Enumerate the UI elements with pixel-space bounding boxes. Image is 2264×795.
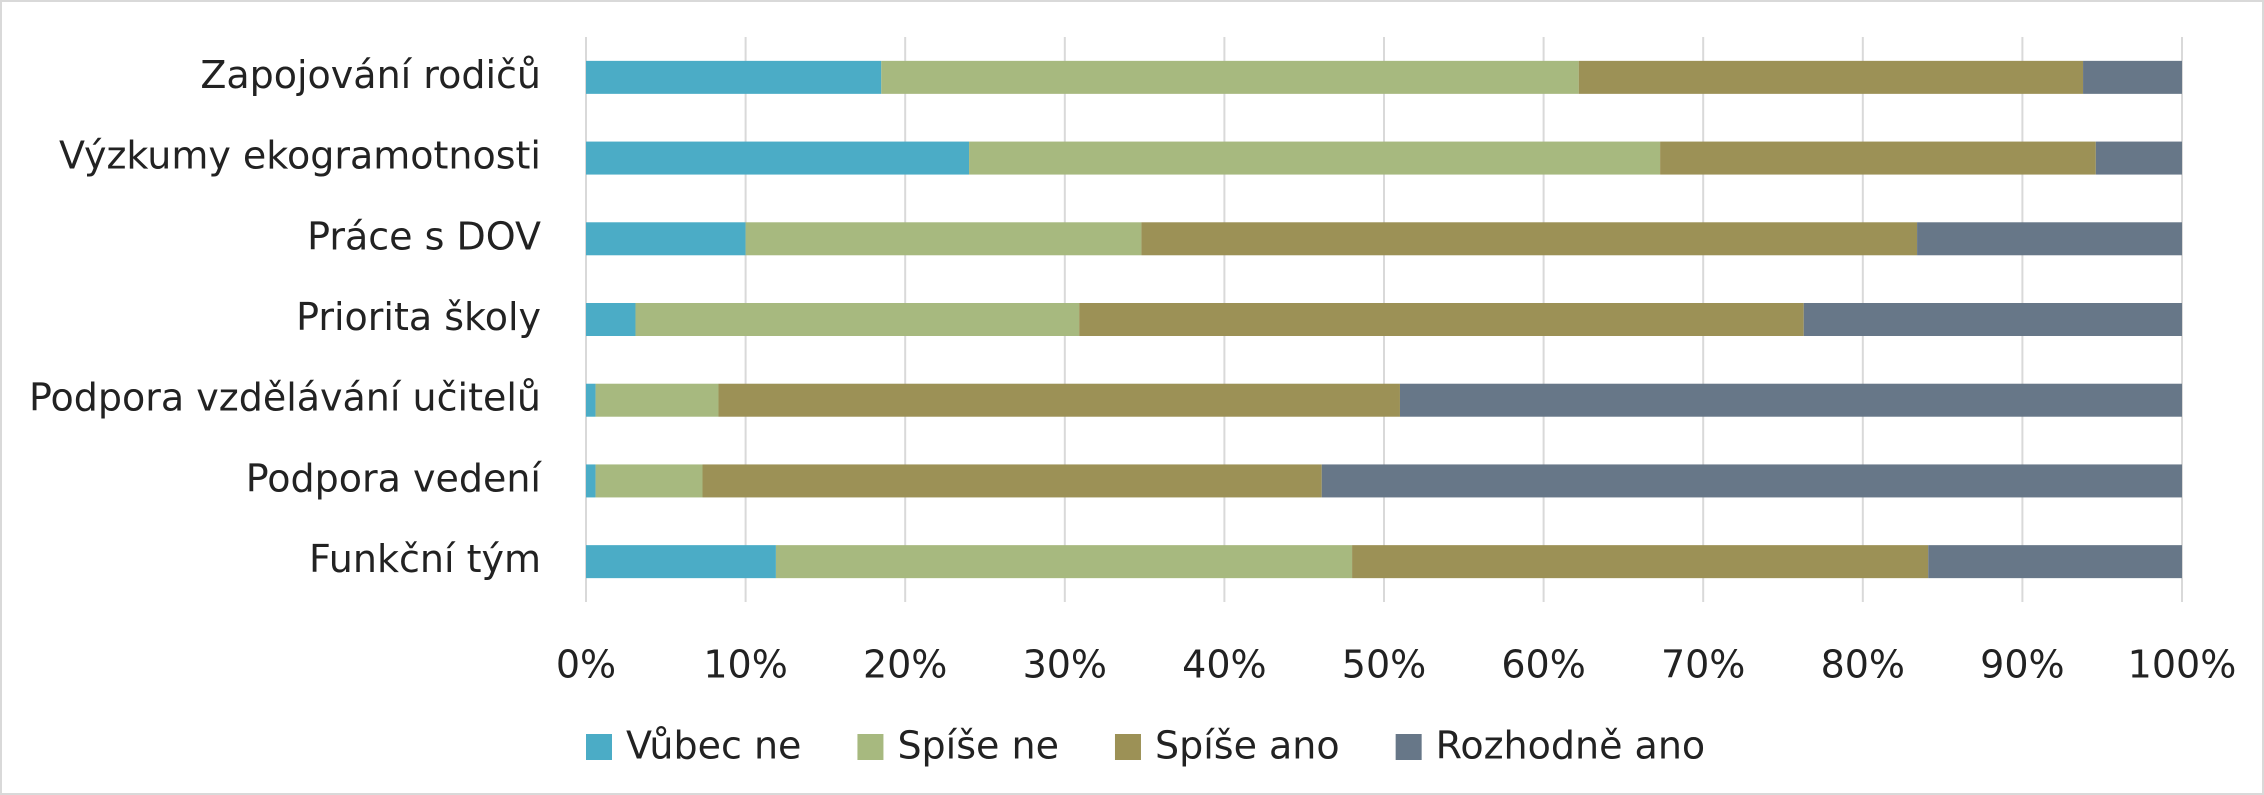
bar-segment [881,60,1579,94]
bar-segment [586,383,596,417]
legend-label: Vůbec ne [626,724,801,768]
bar-segment [595,383,719,417]
bar-segment [586,141,970,175]
bar-segment [595,464,703,498]
bar-segment [586,60,882,94]
x-tick-label: 80% [1821,643,1905,687]
bar-segment [1399,383,2182,417]
x-tick-label: 100% [2128,643,2237,687]
x-tick-label: 70% [1661,643,1745,687]
bar-segment [718,383,1400,417]
y-tick-label: Podpora vedení [246,456,543,500]
bar-segment [1079,303,1804,336]
bar-segment [1578,60,2084,94]
x-tick-label: 90% [1980,643,2064,687]
legend-swatch [586,734,612,760]
y-tick-label: Výzkumy ekogramotnosti [59,134,541,178]
bar-segment [586,464,596,498]
bar-segment [2083,60,2182,94]
legend-swatch [857,734,884,760]
bar-segment [1321,464,2182,498]
bar-segment [1352,545,1929,579]
bar-segment [1803,303,2182,336]
bar-segment [1141,222,1918,256]
legend-label: Rozhodně ano [1436,724,1706,768]
x-tick-label: 20% [863,643,947,687]
x-tick-label: 60% [1501,643,1585,687]
y-tick-label: Priorita školy [296,295,541,339]
x-tick-label: 50% [1342,643,1426,687]
bar-segment [1928,545,2182,579]
legend-swatch [1114,734,1141,760]
y-tick-label: Funkční tým [309,537,541,581]
bar-segment [635,303,1080,336]
bar-segment [775,545,1353,579]
y-tick-label: Zapojování rodičů [200,53,541,97]
x-tick-label: 0% [556,643,616,687]
bar-segment [1660,141,2096,175]
legend-label: Spíše ne [897,724,1059,768]
bar-segment [586,303,636,336]
legend-label: Spíše ano [1155,724,1340,768]
bar-segment [702,464,1322,498]
x-tick-label: 40% [1182,643,1266,687]
bar-segment [2095,141,2182,175]
bar-segment [745,222,1142,256]
x-tick-label: 30% [1023,643,1107,687]
bar-segment [586,222,746,256]
legend-swatch [1395,734,1422,760]
bar-segment [969,141,1661,175]
x-tick-label: 10% [703,643,787,687]
y-tick-label: Práce s DOV [307,214,541,258]
bar-segment [586,545,776,579]
bar-segment [1917,222,2182,256]
y-tick-label: Podpora vzdělávání učitelů [29,376,541,420]
